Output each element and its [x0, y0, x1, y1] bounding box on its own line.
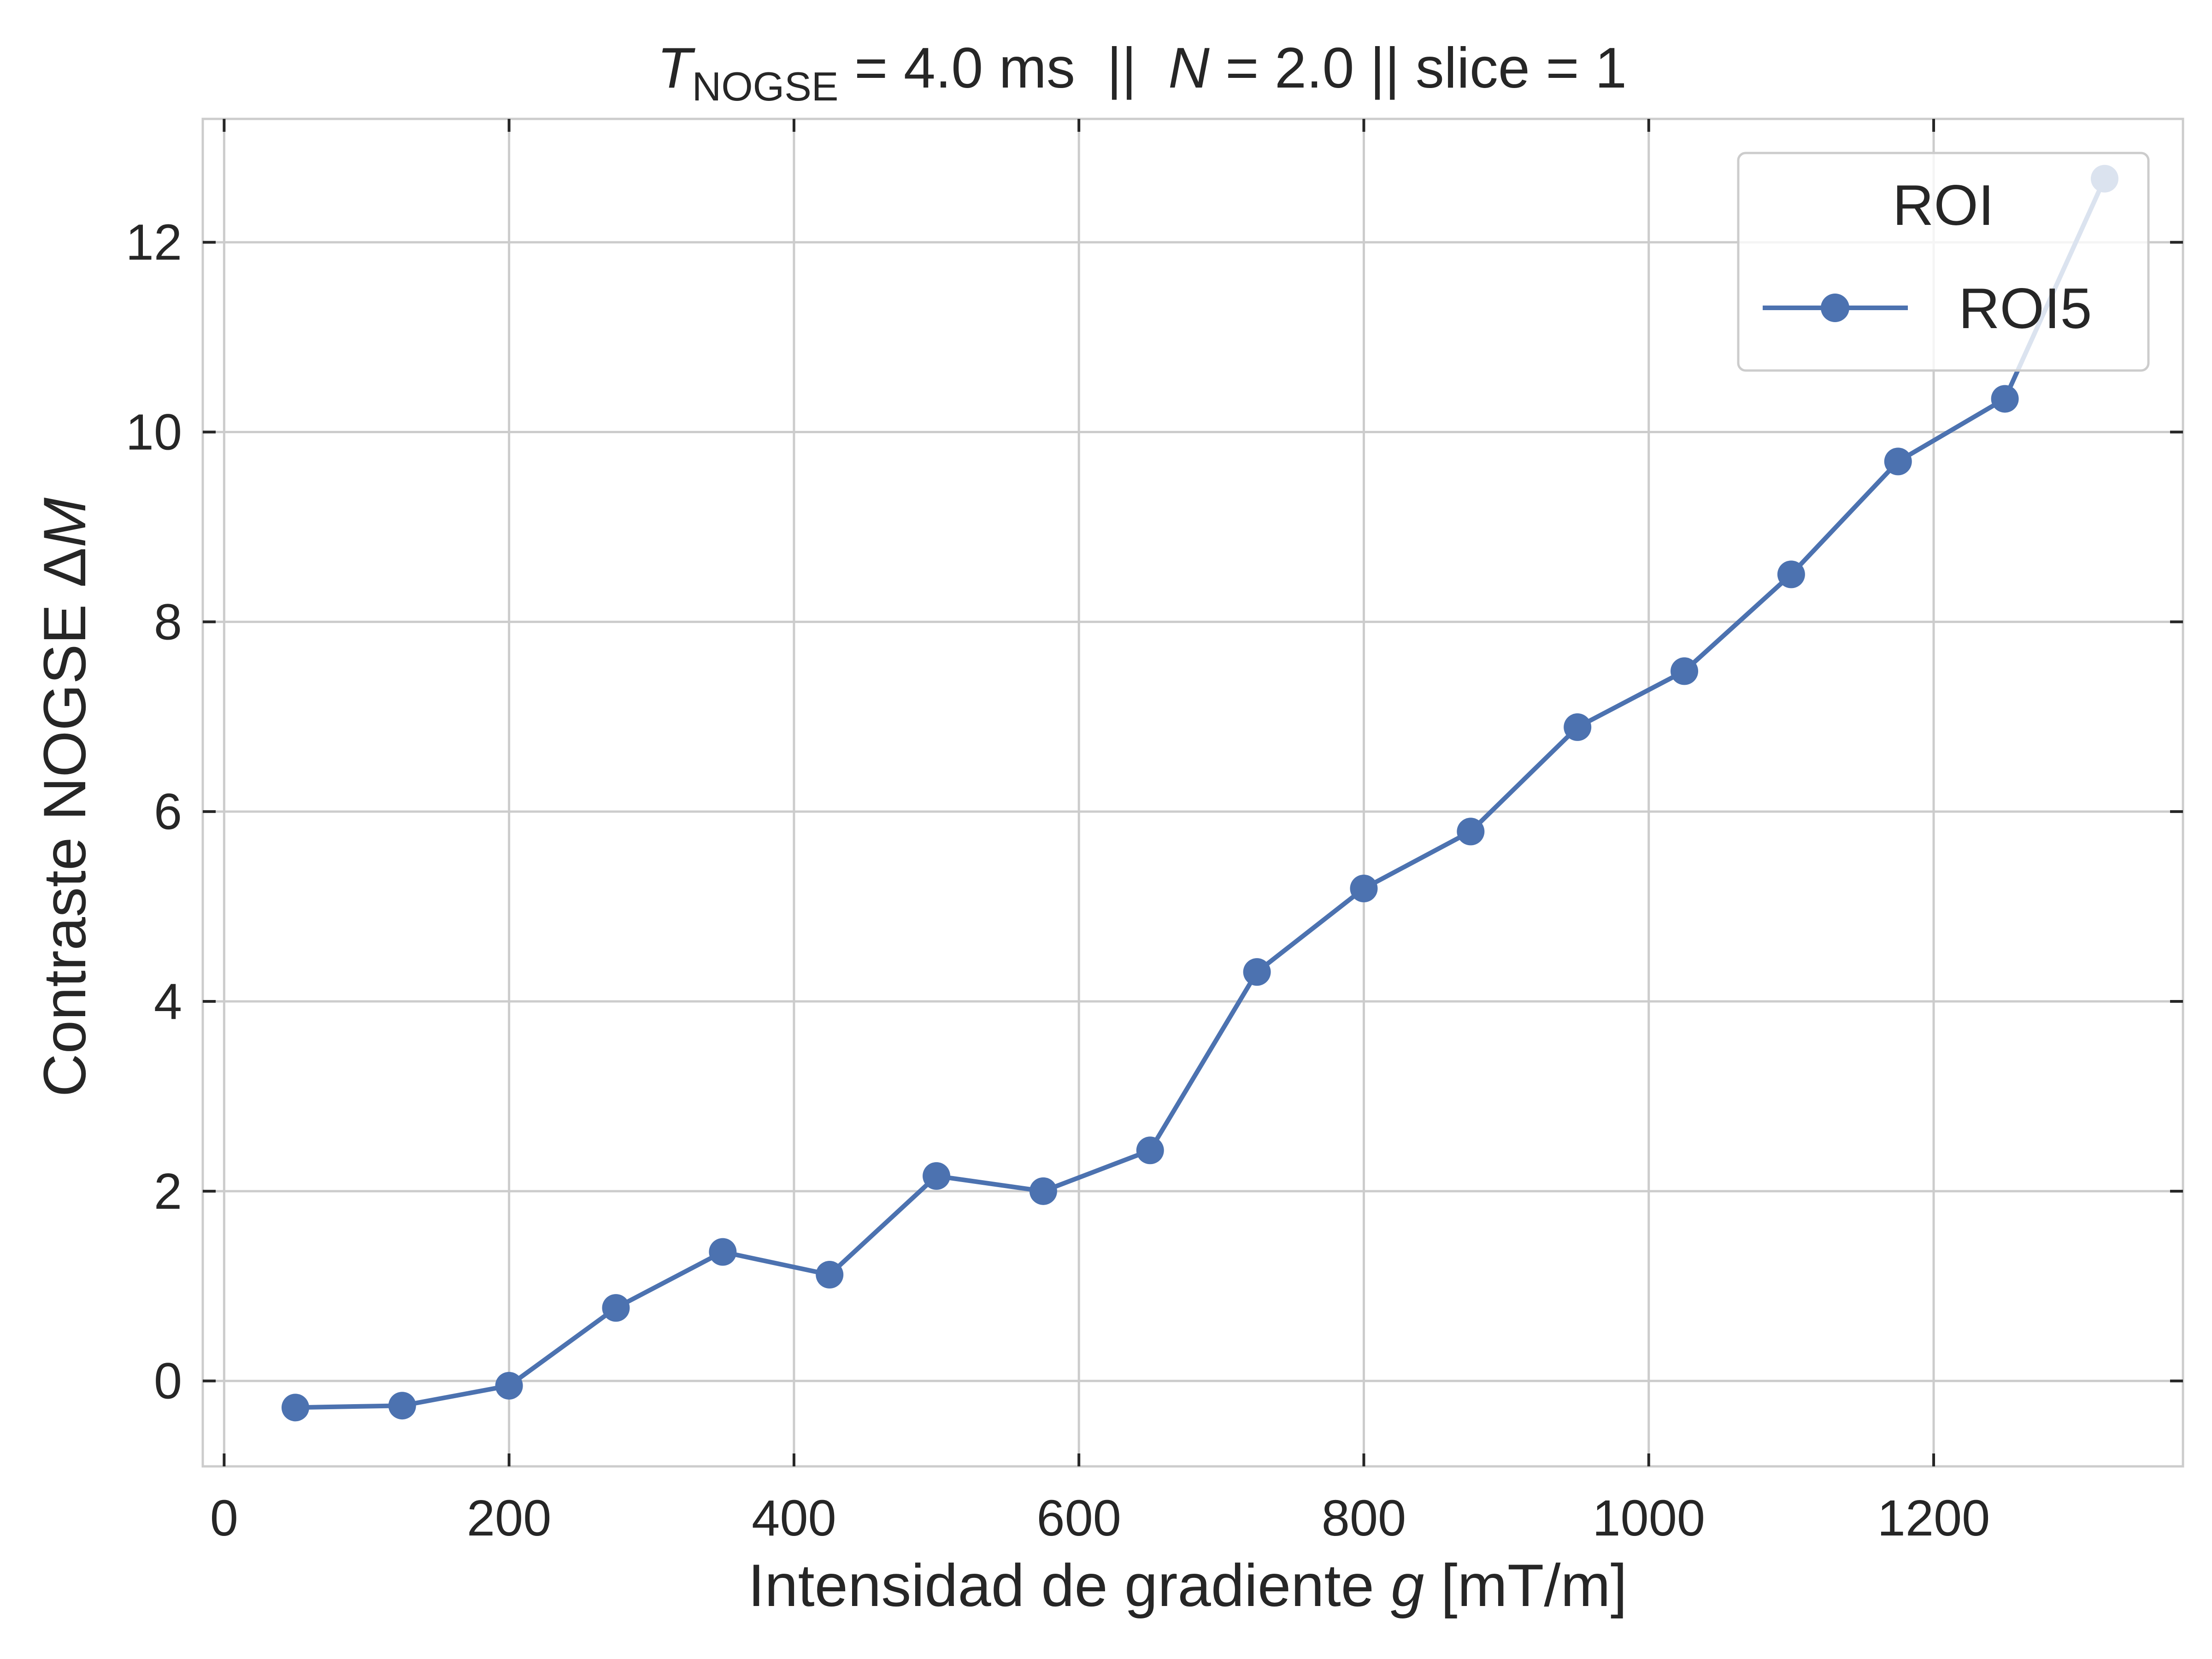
title-n-value: = 2.0 || slice = 1: [1210, 36, 1627, 100]
axis-ticks: [203, 119, 2183, 1466]
data-point: [923, 1162, 951, 1190]
data-point: [1777, 560, 1805, 588]
title-n-symbol: N: [1168, 36, 1210, 100]
x-axis-label-symbol: g: [1391, 1552, 1424, 1619]
x-axis-label-prefix: Intensidad de gradiente: [748, 1552, 1391, 1619]
legend-marker-roi5: [1821, 294, 1849, 322]
data-point: [1136, 1136, 1164, 1165]
data-point: [602, 1294, 630, 1322]
series-line: [293, 176, 2107, 1410]
x-tick-label: 600: [1036, 1490, 1121, 1547]
data-point: [281, 1394, 309, 1422]
x-tick-label: 400: [752, 1490, 836, 1547]
y-axis-label-prefix: Contraste NOGSE Δ: [31, 547, 98, 1097]
data-point: [388, 1392, 416, 1420]
y-tick-label: 6: [154, 783, 182, 840]
title-t-subscript: NOGSE: [692, 64, 839, 109]
data-point: [816, 1261, 844, 1289]
x-tick-label: 0: [210, 1490, 238, 1547]
x-tick-label: 800: [1322, 1490, 1406, 1547]
x-axis-label-suffix: [mT/m]: [1424, 1552, 1627, 1619]
x-tick-labels: 0 200 400 600 800 1000 1200: [210, 1490, 1990, 1547]
data-point: [495, 1371, 523, 1400]
grid-lines: [203, 119, 2183, 1466]
y-tick-label: 10: [126, 404, 182, 461]
legend-title: ROI: [1893, 174, 1994, 237]
x-tick-label: 1000: [1592, 1490, 1705, 1547]
y-tick-label: 2: [154, 1163, 182, 1220]
data-point: [1671, 657, 1699, 685]
x-tick-label: 1200: [1877, 1490, 1990, 1547]
data-point: [1884, 447, 1912, 476]
y-tick-label: 4: [154, 973, 182, 1030]
data-point: [1029, 1177, 1057, 1205]
y-axis-label: Contraste NOGSE ΔM: [31, 497, 98, 1097]
data-point: [709, 1238, 737, 1266]
title-t-symbol: T: [657, 36, 696, 100]
y-tick-label: 12: [126, 214, 182, 271]
plot-frame: [201, 118, 2184, 1468]
y-tick-label: 0: [154, 1353, 182, 1410]
y-tick-label: 8: [154, 594, 182, 650]
y-tick-labels: 0 2 4 6 8 10 12: [126, 214, 182, 1410]
chart-title: TNOGSE = 4.0 ms || N = 2.0 || slice = 1: [657, 36, 1627, 109]
legend: ROI ROI5: [1737, 152, 2150, 372]
data-point: [1350, 874, 1378, 902]
data-point: [1457, 818, 1485, 846]
y-axis-label-symbol: M: [31, 497, 98, 547]
x-axis-label: Intensidad de gradiente g [mT/m]: [748, 1552, 1627, 1619]
title-t-value: = 4.0 ms ||: [839, 36, 1169, 100]
data-point: [1991, 385, 2019, 413]
legend-label-roi5: ROI5: [1959, 277, 2092, 341]
data-point: [1564, 713, 1592, 741]
data-point: [1243, 958, 1271, 986]
x-tick-label: 200: [467, 1490, 552, 1547]
